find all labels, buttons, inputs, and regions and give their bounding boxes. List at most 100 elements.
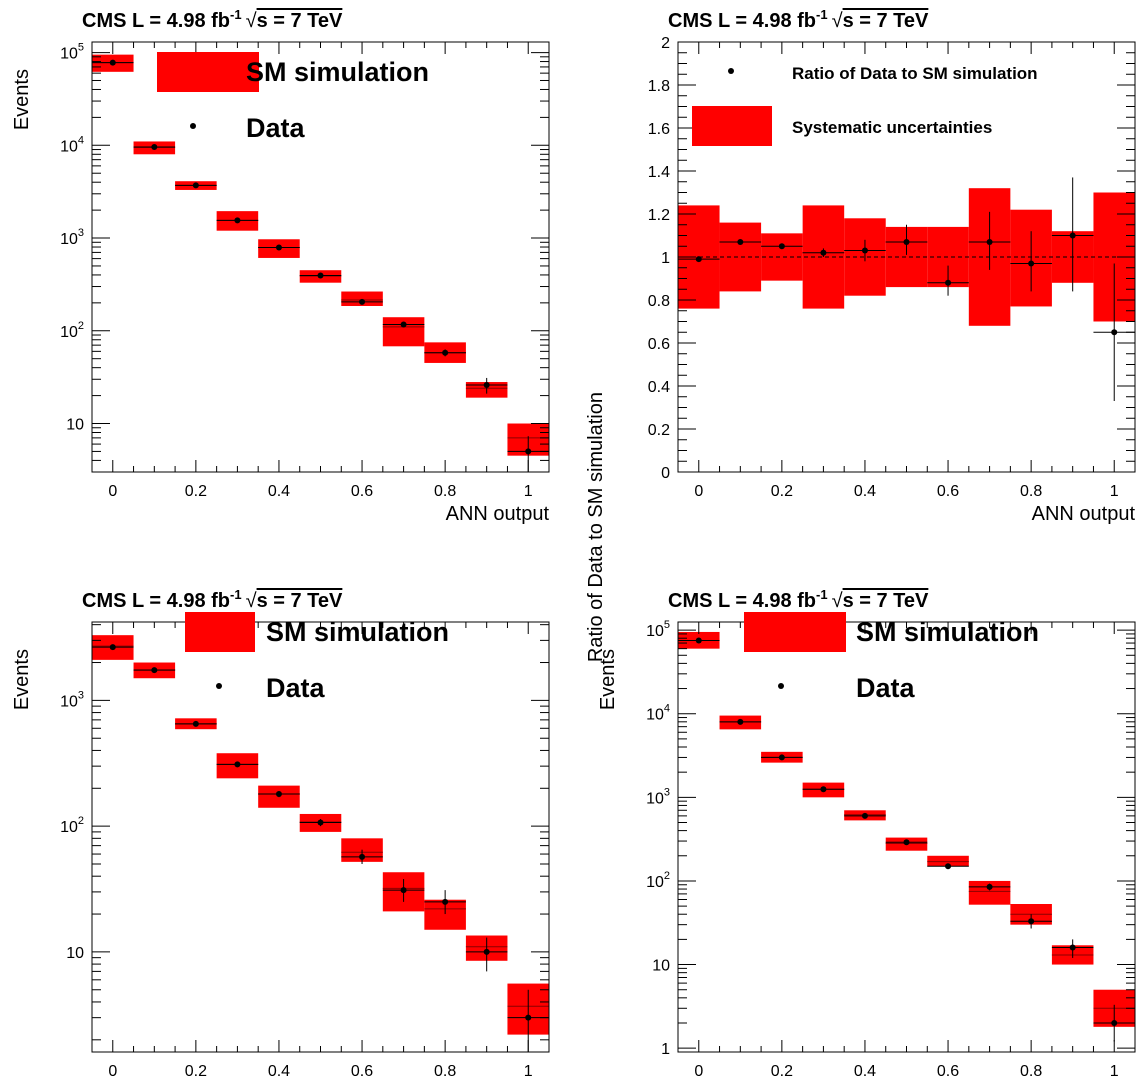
data-point [483,948,490,955]
y-tick-mantissa: 0.2 [648,422,670,439]
title-energy: s = 7 TeV [257,590,343,612]
x-tick-label: 0.8 [434,1063,456,1080]
data-point [695,256,702,263]
legend-label: SM simulation [856,617,1039,647]
title-energy: s = 7 TeV [843,10,929,32]
data-point [442,349,449,356]
data-point [1069,232,1076,239]
title-lumi: CMS L = 4.98 fb [668,10,816,32]
legend-swatch-band [185,612,255,652]
legend-label: Data [856,673,916,703]
data-point [275,791,282,798]
x-tick-label: 0.6 [351,1063,373,1080]
data-point [317,272,324,279]
data-point [109,644,116,651]
data-point [234,217,241,224]
data-point [1028,918,1035,925]
data-point [1028,260,1035,267]
data-point [359,853,366,860]
data-point [151,143,158,150]
title-lumi: CMS L = 4.98 fb [82,10,230,32]
data-point [1069,944,1076,951]
data-point [861,247,868,254]
y-tick-label: 10 [652,958,670,975]
y-tick-mantissa: 10 [60,231,78,248]
data-point [1111,329,1118,336]
legend-marker-data [190,123,196,129]
y-tick-exponent: 2 [664,870,670,882]
x-axis-label: ANN output [1032,1083,1136,1086]
y-tick-mantissa: 0.6 [648,336,670,353]
band-bin [761,233,803,281]
y-tick-label: 0 [661,465,670,482]
data-point [317,819,324,826]
x-tick-label: 0.6 [937,483,959,500]
title-exponent: -1 [816,7,828,22]
y-tick-label: 1 [661,1041,670,1058]
y-tick-mantissa: 10 [60,693,78,710]
legend-label: Ratio of Data to SM simulation [792,64,1038,83]
legend-swatch-band [157,52,259,92]
data-point [525,1014,532,1021]
x-tick-label: 0.6 [937,1063,959,1080]
x-tick-label: 0 [694,1063,703,1080]
data-point [1111,1020,1118,1027]
x-tick-label: 0 [108,483,117,500]
y-tick-exponent: 4 [78,134,84,146]
data-point [945,279,952,286]
legend-label: SM simulation [266,617,449,647]
y-tick-mantissa: 10 [646,623,664,640]
data-point [525,448,532,455]
y-tick-label: 1.2 [648,207,670,224]
x-tick-label: 0.8 [1020,483,1042,500]
y-tick-mantissa: 10 [66,945,84,962]
data-point [400,321,407,328]
title-exponent: -1 [230,7,242,22]
y-tick-label: 1 [661,250,670,267]
band-bin [719,222,762,292]
data-point [903,238,910,245]
y-tick-mantissa: 10 [646,707,664,724]
data-point [986,883,993,890]
chart-title: CMS L = 4.98 fb-1 √s = 7 TeV [668,7,929,32]
chart-panel-bottom-right: CMS L = 4.98 fb-1 √s = 7 TeV 0 0.2 0.4 0.6 0.8… [597,587,1136,1086]
chart-title: CMS L = 4.98 fb-1 √s = 7 TeV [82,587,343,612]
x-axis-label: ANN output [1032,503,1136,525]
y-tick-mantissa: 10 [652,958,670,975]
y-tick-exponent: 3 [78,227,84,239]
x-tick-label: 0.4 [268,483,290,500]
y-tick-label: 105 [646,619,670,640]
x-tick-label: 0.6 [351,483,373,500]
chart-panel-top-left: CMS L = 4.98 fb-1 √s = 7 TeV 0 0.2 0.4 0.6 0.8… [11,7,550,525]
x-tick-label: 0.2 [185,483,207,500]
x-tick-label: 0.4 [268,1063,290,1080]
legend-marker-data [728,68,734,74]
y-tick-label: 1.8 [648,78,670,95]
data-point [695,637,702,644]
y-tick-exponent: 5 [78,42,84,54]
y-tick-label: 103 [60,227,84,248]
x-tick-label: 1 [1110,1063,1119,1080]
data-point [861,812,868,819]
data-point [109,59,116,66]
legend-label: Data [266,673,326,703]
legend-swatch-band [744,612,846,652]
y-tick-label: 10 [66,945,84,962]
y-tick-mantissa: 10 [60,138,78,155]
legend-marker-data [216,683,222,689]
legend-label: SM simulation [246,57,429,87]
chart-title: CMS L = 4.98 fb-1 √s = 7 TeV [668,587,929,612]
y-tick-mantissa: 10 [60,324,78,341]
y-tick-exponent: 4 [664,703,670,715]
y-tick-label: 102 [60,320,84,341]
y-tick-mantissa: 0.8 [648,293,670,310]
y-tick-exponent: 5 [664,619,670,631]
y-axis-label: Events [11,69,33,130]
data-point [737,238,744,245]
title-sqrt: √ [832,10,843,32]
y-axis-label: Events [11,649,33,710]
x-tick-label: 0.2 [771,483,793,500]
legend-marker-data [778,683,784,689]
y-tick-mantissa: 10 [60,46,78,63]
y-tick-exponent: 3 [664,786,670,798]
